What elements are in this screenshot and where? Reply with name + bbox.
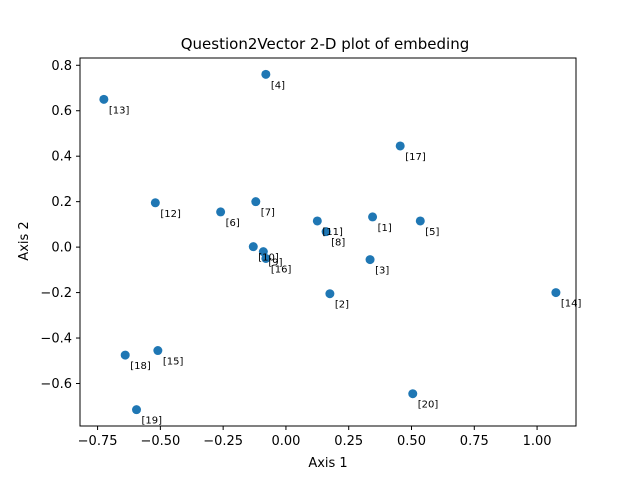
point-label: [1] [378, 223, 392, 234]
x-tick-label: 0.25 [334, 434, 363, 449]
point-label: [6] [226, 218, 240, 229]
y-tick-label: 0.6 [51, 104, 72, 119]
scatter-point [216, 207, 225, 216]
x-tick-label: −0.75 [78, 434, 118, 449]
point-label: [20] [418, 400, 439, 411]
scatter-point [121, 351, 130, 360]
point-label: [15] [163, 357, 184, 368]
point-label: [17] [405, 152, 426, 163]
point-label: [13] [109, 105, 130, 116]
scatter-point [408, 389, 417, 398]
point-label: [7] [261, 208, 275, 219]
x-axis-label: Axis 1 [308, 456, 347, 471]
scatter-point [151, 198, 160, 207]
x-tick-label: −0.50 [140, 434, 180, 449]
y-tick-label: −0.4 [40, 332, 72, 347]
scatter-point [251, 197, 260, 206]
y-tick-label: 0.0 [51, 241, 72, 256]
scatter-point [551, 288, 560, 297]
scatter-point [366, 255, 375, 264]
scatter-point [249, 242, 258, 251]
point-label: [8] [331, 238, 345, 249]
point-label: [11] [322, 227, 343, 238]
x-tick-label: −0.25 [203, 434, 243, 449]
point-label: [19] [142, 416, 163, 427]
y-tick-label: 0.4 [51, 150, 72, 165]
y-tick-label: −0.2 [40, 286, 72, 301]
scatter-point [99, 95, 108, 104]
scatter-point [396, 141, 405, 150]
chart-title: Question2Vector 2-D plot of embeding [181, 35, 470, 53]
point-label: [5] [425, 227, 439, 238]
point-label: [12] [160, 209, 181, 220]
scatter-point [261, 70, 270, 79]
point-label: [3] [375, 266, 389, 277]
y-tick-label: 0.8 [51, 59, 72, 74]
point-label: [18] [130, 361, 151, 372]
scatter-point [153, 346, 162, 355]
y-tick-label: 0.2 [51, 195, 72, 210]
y-tick-label: −0.6 [40, 377, 72, 392]
x-tick-label: 1.00 [523, 434, 552, 449]
point-label: [14] [561, 299, 582, 310]
scatter-point [368, 212, 377, 221]
x-tick-label: 0.50 [397, 434, 426, 449]
point-label: [10] [258, 253, 279, 264]
point-label: [16] [271, 264, 292, 275]
scatter-point [416, 216, 425, 225]
x-tick-label: 0.75 [460, 434, 489, 449]
point-label: [4] [271, 80, 285, 91]
scatter-point [132, 405, 141, 414]
point-label: [2] [335, 300, 349, 311]
scatter-point [325, 289, 334, 298]
x-tick-label: 0.00 [271, 434, 300, 449]
scatter-point [313, 216, 322, 225]
y-axis-label: Axis 2 [17, 221, 32, 260]
